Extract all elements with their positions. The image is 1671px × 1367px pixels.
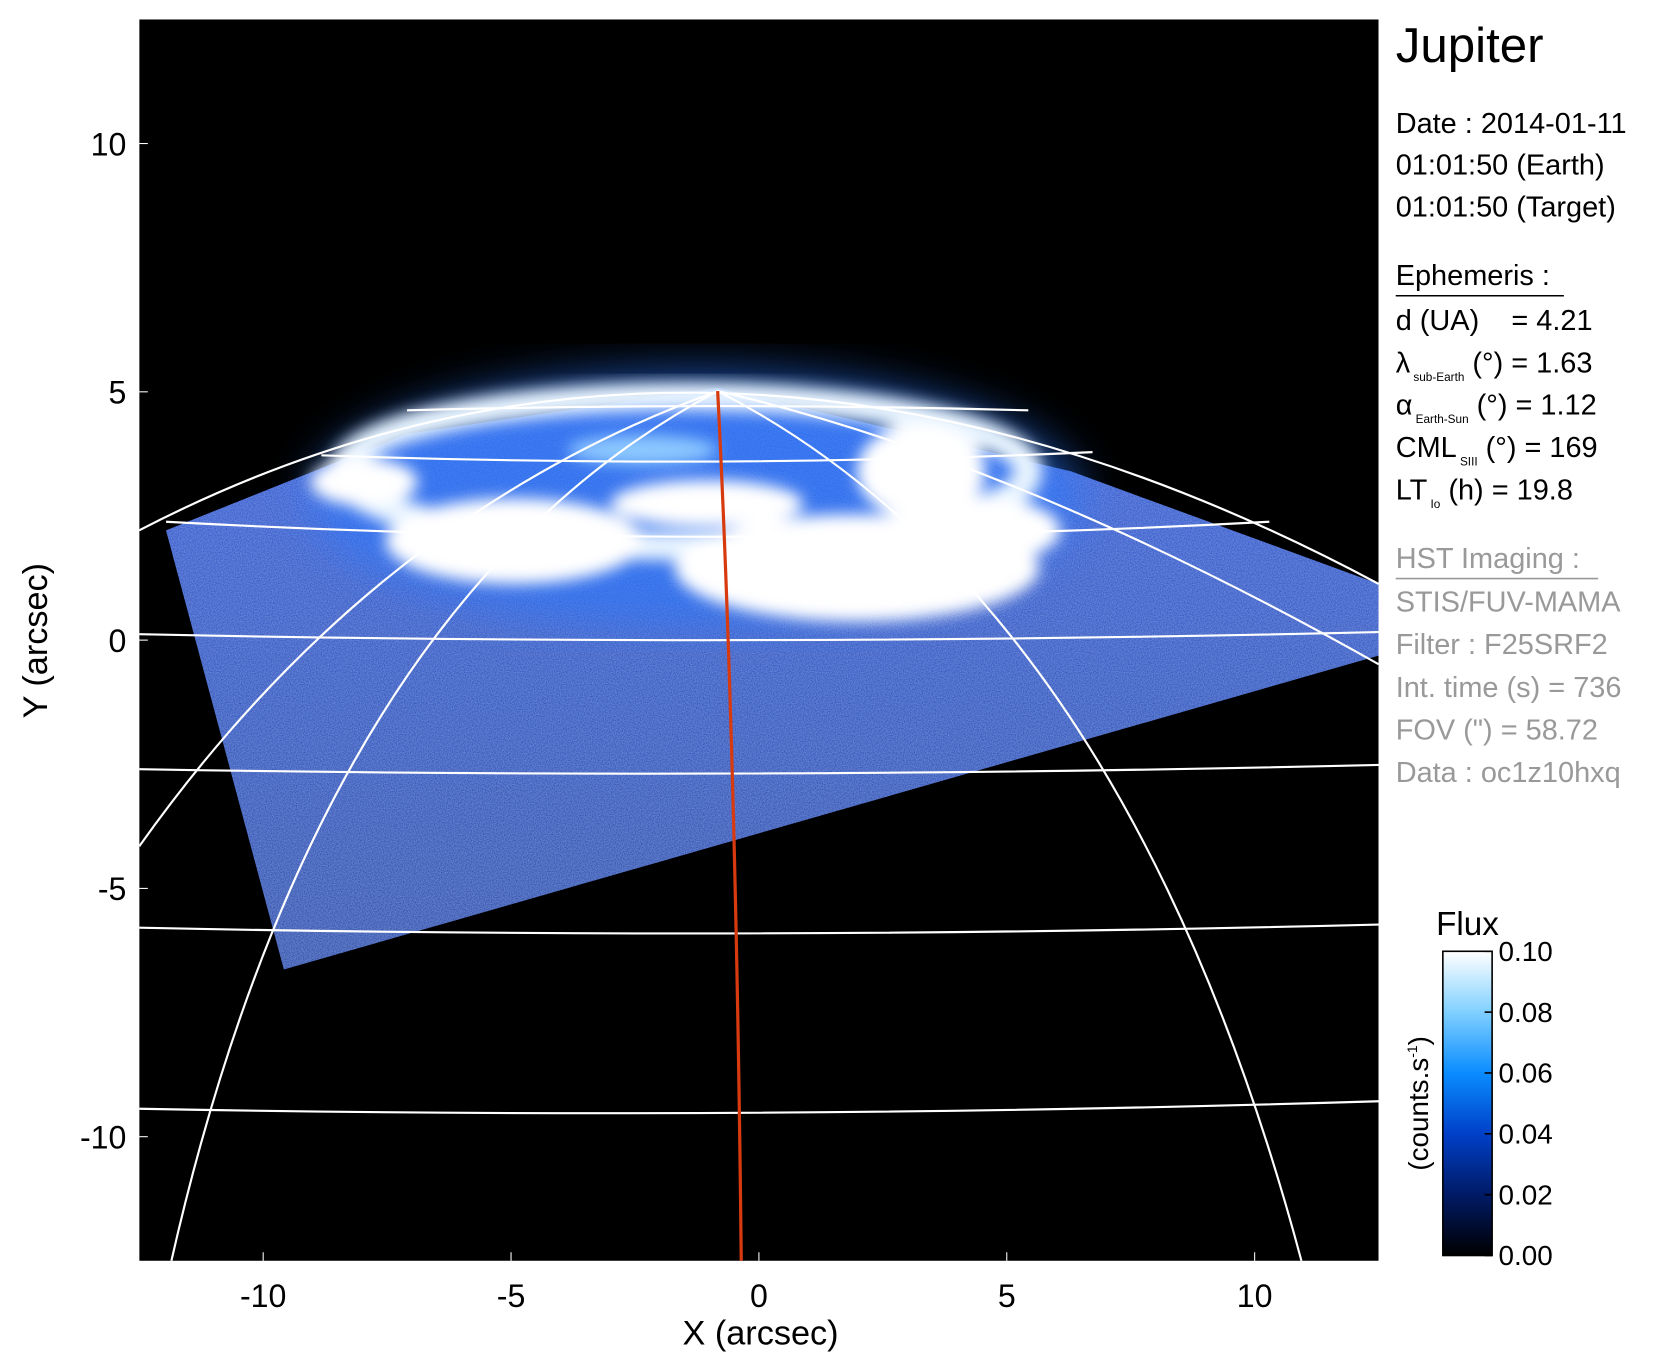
ephemeris-row: λ sub-Earth (°) = 1.63 — [1396, 347, 1593, 384]
central-meridian — [716, 390, 743, 1261]
colorbar-unit-sup: -1 — [1404, 1045, 1420, 1058]
y-tick-label: 0 — [109, 623, 127, 659]
ephemeris-subscript: SIII — [1460, 456, 1478, 469]
colorbar-tick-label: 0.00 — [1499, 1240, 1553, 1271]
colorbar-unit-base: (counts.s — [1403, 1058, 1434, 1171]
date-line: 01:01:50 (Earth) — [1396, 150, 1605, 182]
colorbar-tick-label: 0.06 — [1499, 1058, 1553, 1089]
x-tick-label: -5 — [497, 1278, 526, 1314]
y-axis-label: Y (arcsec) — [17, 563, 55, 719]
ephemeris-symbol: λ — [1396, 347, 1411, 379]
ephemeris-subscript: Earth-Sun — [1416, 413, 1469, 426]
colorbar-unit-end: ) — [1403, 1036, 1434, 1045]
ephemeris-value: (°) = 1.63 — [1464, 347, 1592, 379]
ephemeris-row: α Earth-Sun (°) = 1.12 — [1396, 390, 1597, 427]
y-tick-label: -5 — [98, 871, 127, 907]
image-panel — [139, 19, 1379, 1261]
colorbar-tick-label: 0.10 — [1499, 936, 1553, 967]
ephemeris-subscript: Io — [1431, 498, 1441, 511]
x-tick-label: 5 — [998, 1278, 1016, 1314]
ephemeris-row: CML SIII (°) = 169 — [1396, 432, 1598, 469]
x-axis-label: X (arcsec) — [682, 1314, 838, 1352]
colorbar-unit: (counts.s-1) — [1403, 1036, 1434, 1171]
ephemeris-value: (°) = 169 — [1478, 432, 1598, 464]
y-tick-label: -10 — [80, 1119, 126, 1155]
ephemeris-row: LT Io (h) = 19.8 — [1396, 474, 1573, 511]
aurora — [310, 369, 1082, 627]
ephemeris-symbol: LT — [1396, 474, 1428, 506]
ephemeris-value: (°) = 1.12 — [1469, 390, 1597, 422]
date-line: 01:01:50 (Target) — [1396, 191, 1616, 223]
date-line: Date : 2014-01-11 — [1396, 108, 1627, 140]
hst-heading: HST Imaging : — [1396, 543, 1580, 575]
colorbar-title: Flux — [1436, 906, 1499, 943]
hst-row: Int. time (s) = 736 — [1396, 672, 1622, 704]
hst-row: Data : oc1z10hxq — [1396, 757, 1621, 789]
x-tick-label: -10 — [240, 1278, 286, 1314]
ephemeris-subscript: sub-Earth — [1413, 371, 1464, 384]
ephemeris-symbol: α — [1396, 390, 1413, 422]
colorbar — [1442, 950, 1493, 1257]
colorbar-tick-label: 0.02 — [1499, 1179, 1553, 1210]
x-tick-label: 0 — [750, 1278, 768, 1314]
colorbar-tick-label: 0.08 — [1499, 997, 1553, 1028]
ephemeris-row: d (UA) = 4.21 — [1396, 305, 1593, 337]
y-tick-label: 5 — [109, 375, 127, 411]
hst-row: STIS/FUV-MAMA — [1396, 587, 1622, 619]
hst-row: Filter : F25SRF2 — [1396, 629, 1608, 661]
x-tick-label: 10 — [1237, 1278, 1273, 1314]
y-tick-label: 10 — [91, 126, 127, 162]
ephemeris-value: (h) = 19.8 — [1440, 474, 1573, 506]
hst-row: FOV (") = 58.72 — [1396, 714, 1598, 746]
planet-grid — [139, 390, 1379, 1261]
colorbar-tick-label: 0.04 — [1499, 1118, 1553, 1149]
ephemeris-heading: Ephemeris : — [1396, 260, 1550, 292]
planet-title: Jupiter — [1396, 18, 1544, 73]
ephemeris-symbol: CML — [1396, 432, 1457, 464]
